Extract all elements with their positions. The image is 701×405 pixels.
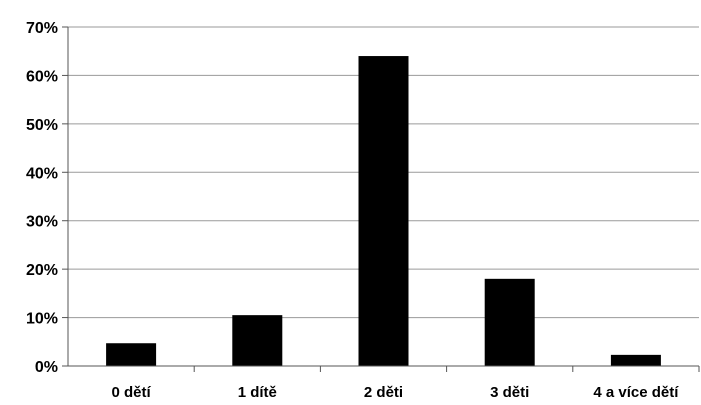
x-axis-category-labels: 0 dětí 1 dítě 2 děti 3 děti 4 a více dětí: [112, 384, 680, 401]
y-axis-tick-labels: 0% 10% 20% 30% 40% 50% 60% 70%: [26, 20, 58, 376]
x-category-label: 4 a více dětí: [593, 384, 679, 401]
y-tick-label: 60%: [26, 68, 58, 85]
y-tick-label: 40%: [26, 165, 58, 182]
y-tick-label: 20%: [26, 262, 58, 279]
y-tick-label: 50%: [26, 117, 58, 134]
axes: [62, 26, 700, 372]
x-category-label: 3 děti: [490, 384, 529, 401]
bar: [358, 56, 409, 367]
bars: [106, 56, 661, 367]
bar: [484, 278, 535, 366]
y-tick-label: 0%: [35, 359, 58, 376]
y-tick-label: 10%: [26, 311, 58, 328]
bar: [610, 354, 661, 366]
y-tick-label: 30%: [26, 214, 58, 231]
x-category-label: 2 děti: [364, 384, 403, 401]
y-tick-label: 70%: [26, 20, 58, 37]
x-category-label: 1 dítě: [238, 384, 277, 401]
x-category-label: 0 dětí: [112, 384, 152, 401]
bar: [106, 343, 157, 366]
bar: [232, 315, 283, 366]
